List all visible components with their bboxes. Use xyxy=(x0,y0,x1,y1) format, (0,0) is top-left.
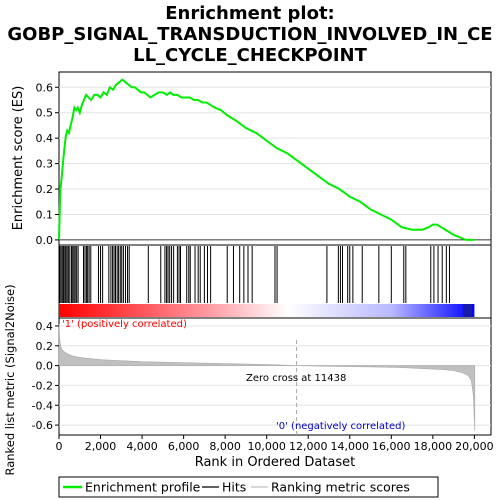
es-y-tick-label: 0.4 xyxy=(36,132,54,145)
metric-y-tick-label: 0.4 xyxy=(36,320,54,333)
metric-y-tick-label: -0.6 xyxy=(32,419,53,432)
title-line-1: Enrichment plot: xyxy=(165,3,335,24)
legend-hits-label: Hits xyxy=(222,480,246,495)
zero-cross-label: Zero cross at 11438 xyxy=(246,373,346,384)
metric-y-tick-label: 0.2 xyxy=(36,340,54,353)
ranking-bar-end xyxy=(463,304,472,317)
ranking-gradient-bar xyxy=(59,304,474,317)
es-y-tick-label: 0.0 xyxy=(36,234,54,247)
metric-y-axis-label: Ranked list metric (Signal2Noise) xyxy=(3,284,17,475)
x-tick-label: 16,000 xyxy=(372,440,411,453)
es-y-tick-label: 0.5 xyxy=(36,107,54,120)
x-axis-label: Rank in Ordered Dataset xyxy=(195,455,356,470)
x-tick-label: 6,000 xyxy=(168,440,200,453)
metric-y-tick-label: -0.4 xyxy=(32,399,53,412)
x-ticks: 0 2,000 4,000 6,000 8,000 10,000 12,000 14,000 1… xyxy=(56,435,494,453)
x-tick-label: 20,000 xyxy=(455,440,494,453)
es-y-axis-label: Enrichment score (ES) xyxy=(11,86,26,231)
es-y-tick-label: 0.1 xyxy=(36,208,54,221)
metric-y-tick-label: 0.0 xyxy=(36,360,54,373)
positive-correlation-label: '1' (positively correlated) xyxy=(62,319,187,330)
es-y-tick-label: 0.6 xyxy=(36,81,54,94)
es-plot-frame xyxy=(59,72,491,245)
x-tick-label: 10,000 xyxy=(247,440,286,453)
title-line-2: GOBP_SIGNAL_TRANSDUCTION_INVOLVED_IN_CE xyxy=(7,24,492,45)
title-line-3: LL_CYCLE_CHECKPOINT xyxy=(133,45,368,66)
metric-y-ticks: -0.6 -0.4 -0.2 0.0 0.2 0.4 xyxy=(32,320,59,432)
chart-title: Enrichment plot: GOBP_SIGNAL_TRANSDUCTIO… xyxy=(7,3,492,66)
es-panel: 0.0 0.1 0.2 0.3 0.4 0.5 0.6 Enrichment score (… xyxy=(11,72,491,247)
x-tick-label: 18,000 xyxy=(414,440,453,453)
legend-metric-label: Ranking metric scores xyxy=(271,480,410,495)
es-y-tick-label: 0.2 xyxy=(36,183,54,196)
x-tick-label: 0 xyxy=(56,440,63,453)
x-tick-label: 14,000 xyxy=(331,440,370,453)
legend: Enrichment profile Hits Ranking metric s… xyxy=(59,477,438,497)
x-tick-label: 12,000 xyxy=(289,440,328,453)
hits-panel xyxy=(59,245,491,318)
metric-y-tick-label: -0.2 xyxy=(32,379,53,392)
x-tick-label: 2,000 xyxy=(85,440,117,453)
es-y-ticks: 0.0 0.1 0.2 0.3 0.4 0.5 0.6 xyxy=(36,81,60,247)
x-tick-label: 8,000 xyxy=(209,440,241,453)
es-y-tick-label: 0.3 xyxy=(36,158,54,171)
negative-correlation-label: '0' (negatively correlated) xyxy=(276,421,405,432)
x-tick-label: 4,000 xyxy=(126,440,158,453)
legend-profile-label: Enrichment profile xyxy=(85,480,201,495)
